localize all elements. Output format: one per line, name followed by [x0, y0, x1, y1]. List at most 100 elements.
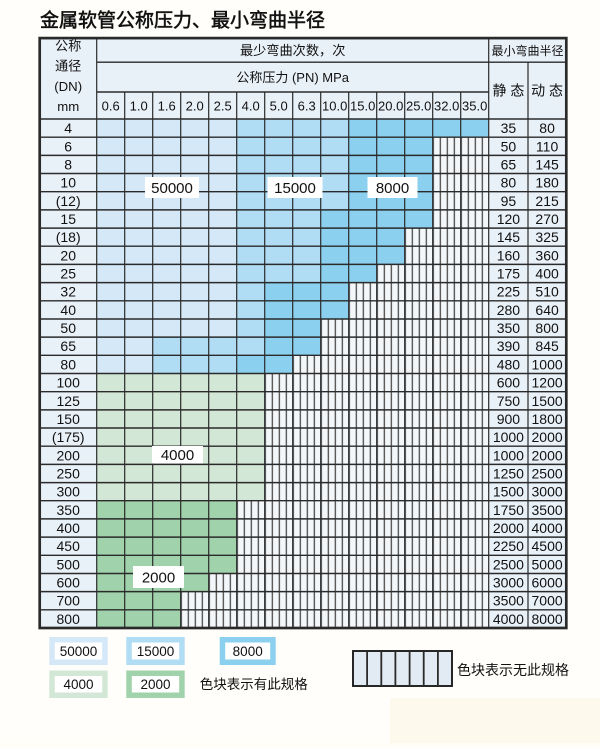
svg-text:50: 50 — [501, 138, 517, 154]
svg-text:350: 350 — [57, 502, 81, 518]
svg-text:3000: 3000 — [493, 575, 524, 591]
svg-text:2000: 2000 — [532, 447, 563, 463]
svg-text:95: 95 — [501, 193, 517, 209]
svg-text:1750: 1750 — [493, 502, 524, 518]
svg-text:1500: 1500 — [493, 484, 524, 500]
svg-text:120: 120 — [497, 211, 521, 227]
svg-text:25: 25 — [60, 266, 76, 282]
svg-text:325: 325 — [535, 229, 559, 245]
svg-text:4500: 4500 — [532, 538, 563, 554]
svg-text:动 态: 动 态 — [531, 83, 563, 99]
svg-text:7000: 7000 — [532, 593, 563, 609]
svg-text:2500: 2500 — [493, 556, 524, 572]
svg-text:1.0: 1.0 — [130, 99, 148, 114]
svg-text:2000: 2000 — [142, 569, 175, 586]
svg-text:6: 6 — [64, 138, 72, 154]
svg-text:600: 600 — [497, 375, 521, 391]
svg-text:65: 65 — [501, 156, 517, 172]
svg-text:390: 390 — [497, 338, 521, 354]
svg-text:110: 110 — [536, 138, 559, 154]
svg-text:6.3: 6.3 — [298, 99, 316, 114]
svg-text:20.0: 20.0 — [378, 99, 403, 114]
svg-text:8000: 8000 — [233, 644, 263, 659]
svg-text:32: 32 — [60, 284, 76, 300]
svg-text:(175): (175) — [52, 429, 85, 445]
svg-text:250: 250 — [57, 466, 81, 482]
svg-text:最小弯曲半径: 最小弯曲半径 — [491, 43, 563, 58]
svg-text:600: 600 — [57, 575, 81, 591]
svg-text:1.6: 1.6 — [158, 99, 176, 114]
svg-text:15.0: 15.0 — [350, 99, 375, 114]
svg-text:色块表示有此规格: 色块表示有此规格 — [200, 676, 308, 692]
svg-text:640: 640 — [535, 302, 559, 318]
svg-text:280: 280 — [497, 302, 521, 318]
svg-text:10: 10 — [60, 175, 76, 191]
svg-text:2000: 2000 — [493, 520, 524, 536]
svg-text:800: 800 — [57, 611, 81, 627]
svg-text:4000: 4000 — [161, 447, 194, 464]
svg-text:700: 700 — [57, 593, 81, 609]
svg-text:4000: 4000 — [532, 520, 563, 536]
svg-text:3500: 3500 — [532, 502, 563, 518]
svg-text:145: 145 — [497, 229, 521, 245]
svg-text:3500: 3500 — [493, 593, 524, 609]
svg-text:750: 750 — [497, 393, 521, 409]
svg-text:10.0: 10.0 — [322, 99, 347, 114]
svg-text:0.6: 0.6 — [102, 99, 120, 114]
svg-text:5000: 5000 — [532, 556, 563, 572]
svg-text:(DN): (DN) — [54, 79, 82, 94]
svg-text:400: 400 — [57, 520, 81, 536]
svg-text:65: 65 — [60, 338, 76, 354]
svg-text:400: 400 — [535, 266, 559, 282]
svg-text:最少弯曲次数，次: 最少弯曲次数，次 — [240, 42, 346, 58]
svg-text:4000: 4000 — [63, 677, 93, 692]
svg-text:1000: 1000 — [532, 356, 563, 372]
svg-text:350: 350 — [497, 320, 521, 336]
svg-text:15: 15 — [60, 211, 76, 227]
svg-text:175: 175 — [497, 266, 521, 282]
svg-text:125: 125 — [57, 393, 81, 409]
svg-text:200: 200 — [57, 447, 81, 463]
svg-text:20: 20 — [60, 247, 76, 263]
svg-text:2500: 2500 — [532, 466, 563, 482]
svg-text:通径: 通径 — [55, 59, 81, 74]
svg-text:32.0: 32.0 — [434, 99, 459, 114]
svg-text:4000: 4000 — [493, 611, 524, 627]
svg-text:900: 900 — [497, 411, 521, 427]
svg-text:mm: mm — [57, 99, 79, 114]
svg-text:160: 160 — [497, 247, 521, 263]
svg-text:360: 360 — [535, 247, 559, 263]
svg-text:8000: 8000 — [532, 611, 563, 627]
svg-text:180: 180 — [535, 175, 559, 191]
svg-text:1000: 1000 — [493, 429, 524, 445]
svg-text:145: 145 — [535, 156, 559, 172]
svg-text:80: 80 — [539, 120, 555, 136]
svg-text:450: 450 — [57, 538, 81, 554]
svg-text:2.0: 2.0 — [186, 99, 204, 114]
svg-text:150: 150 — [57, 411, 81, 427]
svg-text:公称压力 (PN) MPa: 公称压力 (PN) MPa — [236, 70, 349, 85]
svg-text:40: 40 — [60, 302, 76, 318]
svg-text:100: 100 — [57, 375, 81, 391]
svg-text:公称: 公称 — [55, 39, 81, 54]
svg-text:2000: 2000 — [140, 677, 170, 692]
svg-text:50000: 50000 — [151, 180, 193, 197]
svg-text:15000: 15000 — [274, 180, 316, 197]
svg-text:800: 800 — [535, 320, 559, 336]
svg-text:50: 50 — [60, 320, 76, 336]
svg-text:845: 845 — [535, 338, 559, 354]
svg-text:80: 80 — [501, 175, 517, 191]
svg-text:35.0: 35.0 — [462, 99, 487, 114]
svg-text:2.5: 2.5 — [214, 99, 232, 114]
svg-text:1800: 1800 — [532, 411, 563, 427]
svg-text:5.0: 5.0 — [270, 99, 288, 114]
svg-text:1500: 1500 — [532, 393, 563, 409]
svg-text:270: 270 — [535, 211, 559, 227]
svg-text:静 态: 静 态 — [492, 83, 524, 99]
svg-text:3000: 3000 — [532, 484, 563, 500]
svg-text:50000: 50000 — [60, 644, 98, 659]
svg-text:35: 35 — [501, 120, 517, 136]
svg-text:4.0: 4.0 — [242, 99, 260, 114]
svg-text:80: 80 — [60, 356, 76, 372]
svg-text:(12): (12) — [56, 193, 81, 209]
